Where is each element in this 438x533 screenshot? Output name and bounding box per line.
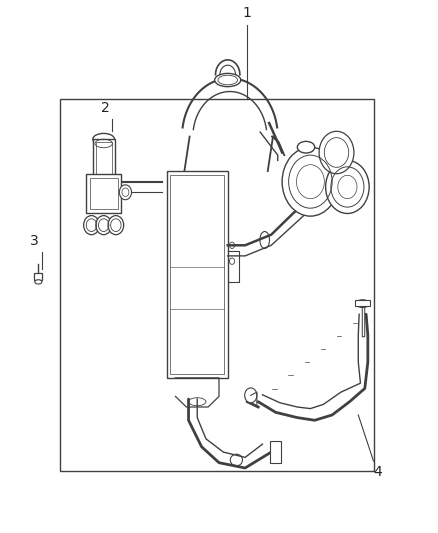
- Circle shape: [325, 160, 369, 214]
- Ellipse shape: [297, 141, 315, 153]
- Ellipse shape: [93, 133, 115, 145]
- Circle shape: [119, 185, 131, 200]
- Bar: [86, 174, 121, 214]
- Circle shape: [319, 131, 354, 174]
- Circle shape: [282, 147, 339, 216]
- Bar: [270, 441, 281, 463]
- Circle shape: [245, 388, 257, 403]
- Text: 1: 1: [243, 6, 252, 20]
- Ellipse shape: [356, 300, 370, 308]
- Bar: [96, 142, 112, 174]
- Circle shape: [108, 216, 124, 235]
- Circle shape: [84, 216, 99, 235]
- Bar: [355, 300, 371, 306]
- Text: 4: 4: [374, 465, 382, 479]
- Bar: [167, 171, 228, 378]
- Ellipse shape: [215, 74, 241, 87]
- Text: 2: 2: [102, 101, 110, 115]
- Bar: [170, 175, 224, 374]
- FancyBboxPatch shape: [35, 273, 42, 280]
- Circle shape: [96, 216, 112, 235]
- Bar: [60, 100, 374, 471]
- Text: 3: 3: [30, 234, 39, 248]
- Bar: [93, 139, 115, 176]
- Ellipse shape: [35, 280, 42, 284]
- Bar: [90, 179, 117, 209]
